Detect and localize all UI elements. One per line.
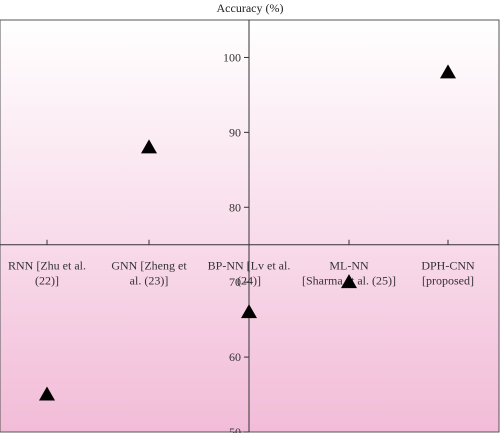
y-tick-label: 90 (229, 125, 241, 139)
x-category-label: DPH-CNN [proposed] (421, 259, 475, 288)
y-axis-ticks: 50 60 70 80 90 100 (223, 50, 249, 433)
y-tick-label: 50 (229, 425, 241, 433)
data-point-triangle (39, 386, 55, 401)
chart-title: Accuracy (%) (217, 1, 284, 15)
x-category-label: RNN [Zhu et al. (22)] (8, 259, 86, 288)
x-category-label: BP-NN [Lv et al. (24)] (208, 259, 291, 288)
x-category-label: GNN [Zheng et al. (23)] (111, 259, 187, 288)
y-tick-label: 80 (229, 200, 241, 214)
data-point-triangle (141, 139, 157, 154)
data-point-triangle (440, 64, 456, 79)
y-tick-label: 70 (229, 275, 241, 289)
data-point-triangle (341, 274, 357, 289)
y-tick-label: 60 (229, 350, 241, 364)
data-points (39, 64, 456, 401)
data-point-triangle (241, 304, 257, 319)
y-tick-label: 100 (223, 50, 241, 64)
